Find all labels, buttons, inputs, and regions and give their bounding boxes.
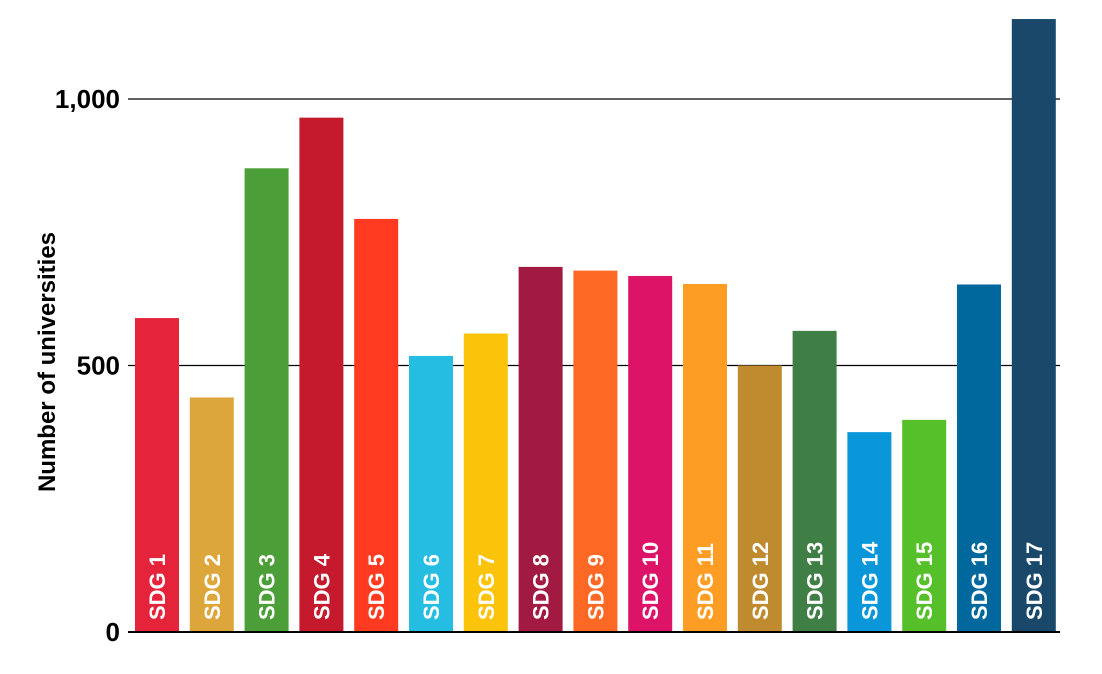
bar-category-label: SDG 7	[474, 554, 499, 620]
bar	[628, 275, 673, 632]
bar-category-label: SDG 1	[145, 554, 170, 620]
y-axis-ticks: 0 500 1,000	[55, 84, 120, 647]
bar	[299, 117, 344, 632]
bar-category-label: SDG 2	[200, 554, 225, 620]
y-tick-label: 1,000	[55, 84, 120, 114]
bar-category-label: SDG 3	[255, 554, 280, 620]
bar-category-label: SDG 14	[857, 541, 882, 620]
bar	[737, 365, 782, 632]
bars: SDG 1 SDG 2 SDG 3 SDG 4 SDG 5 SDG 6 SDG 7 SDG 8…	[135, 19, 1056, 633]
bar-category-label: SDG 6	[419, 554, 444, 620]
y-axis-title: Number of universities	[34, 232, 61, 492]
bar	[244, 168, 289, 633]
bar	[135, 318, 179, 632]
y-tick-label: 500	[77, 351, 120, 381]
bar	[518, 266, 563, 632]
bar-category-label: SDG 15	[912, 542, 937, 620]
bar-category-label: SDG 4	[309, 553, 334, 620]
bar-category-label: SDG 5	[364, 554, 389, 620]
bar	[409, 355, 453, 632]
bar	[683, 283, 727, 632]
bar	[957, 284, 1001, 632]
bar-category-label: SDG 16	[967, 542, 992, 620]
bar	[573, 270, 618, 632]
bar	[463, 333, 508, 632]
bar-category-label: SDG 13	[803, 542, 828, 620]
bar-category-label: SDG 12	[748, 542, 773, 620]
bar	[902, 419, 947, 632]
y-tick-label: 0	[106, 617, 120, 647]
bar	[1011, 19, 1056, 633]
bar	[189, 397, 234, 632]
bar-category-label: SDG 8	[529, 554, 554, 620]
bar-category-label: SDG 11	[693, 543, 718, 620]
bar	[792, 330, 837, 632]
bar	[847, 432, 892, 632]
bar	[354, 218, 399, 633]
bar-category-label: SDG 10	[638, 542, 663, 620]
bar-category-label: SDG 17	[1022, 542, 1047, 620]
bar-category-label: SDG 9	[583, 554, 608, 620]
